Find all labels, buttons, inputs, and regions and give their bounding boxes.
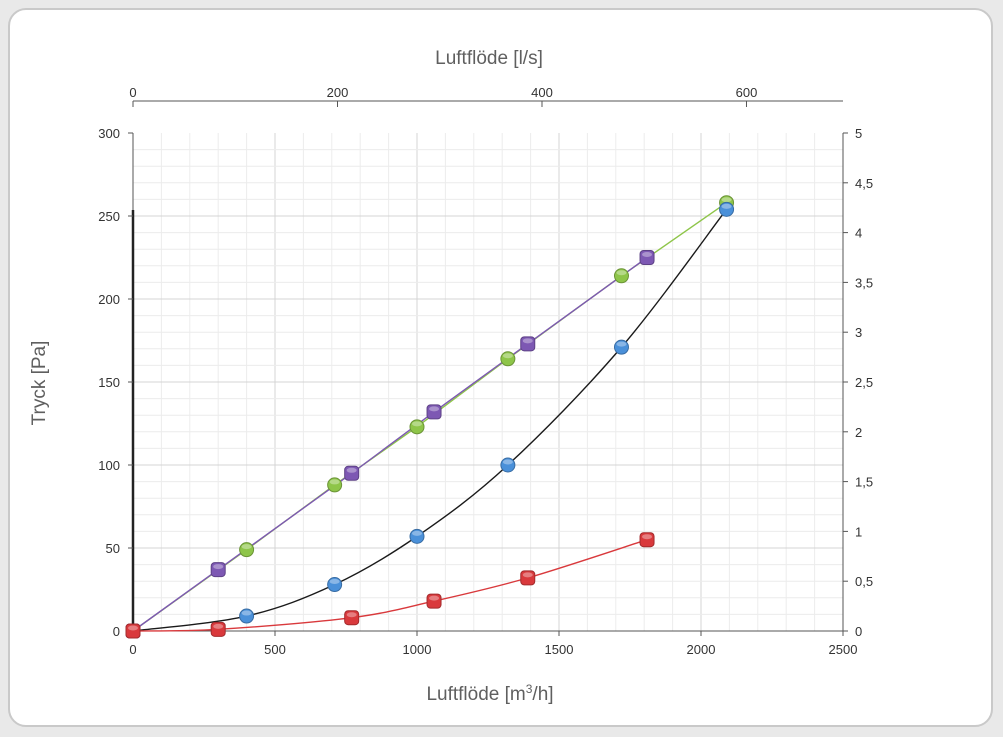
series-3-marker-highlight [346, 612, 357, 618]
series-2-marker-highlight [329, 579, 340, 585]
series-3-marker-highlight [213, 623, 224, 629]
series-0-marker-highlight [329, 479, 340, 485]
top-axis-title: Luftflöde [l/s] [435, 48, 543, 69]
y-tick-label: 300 [98, 126, 120, 141]
series-2-marker-highlight [241, 610, 252, 616]
y2-tick-label: 1 [855, 524, 862, 539]
y-tick-label: 100 [98, 458, 120, 473]
x-tick-label: 1000 [403, 642, 432, 657]
series-3-marker [639, 532, 655, 548]
series-1-marker-highlight [346, 467, 357, 473]
series-0-marker-highlight [412, 421, 422, 427]
series-2-marker-highlight [616, 341, 627, 347]
series-1-marker [344, 465, 360, 481]
series-1-marker-highlight [213, 564, 224, 570]
series-2-marker [409, 528, 425, 544]
series-3-marker-highlight [522, 572, 533, 578]
series-1-line [132, 256, 648, 632]
series-3-marker [426, 593, 442, 609]
bottom-axis-title-tail: /h] [532, 684, 553, 705]
series-3-marker [520, 570, 536, 586]
bottom-axis-title-main: Luftflöde [m [426, 684, 525, 705]
series-0-marker-highlight [502, 353, 513, 359]
x2-tick-label: 0 [129, 85, 136, 100]
series-1-marker-highlight [642, 252, 653, 257]
series-1-marker-highlight [522, 338, 533, 344]
y-tick-label: 200 [98, 292, 120, 307]
x2-tick-label: 400 [531, 85, 553, 100]
y2-tick-label: 2 [855, 425, 862, 440]
y-tick-label: 150 [98, 375, 120, 390]
chart-frame [8, 8, 993, 727]
series-2-marker-highlight [502, 459, 513, 465]
y2-tick-label: 1,5 [855, 475, 873, 490]
y-tick-label: 50 [106, 541, 120, 556]
bottom-axis-title-sup: 3 [526, 682, 533, 696]
series-2-marker [719, 201, 735, 217]
left-axis-title: Tryck [Pa] [29, 341, 50, 426]
series-3-marker-highlight [642, 534, 653, 540]
series-0-marker-highlight [241, 544, 252, 550]
series-2-marker [613, 339, 629, 355]
series-2-marker [327, 577, 343, 593]
x2-tick-label: 200 [327, 85, 349, 100]
y2-tick-label: 5 [855, 126, 862, 141]
grid [133, 133, 843, 631]
series-2-marker [500, 457, 516, 473]
y2-tick-label: 0,5 [855, 574, 873, 589]
series-2-marker-highlight [412, 530, 422, 536]
series-1-marker-highlight [429, 406, 440, 412]
x-tick-label: 500 [264, 642, 286, 657]
x-tick-label: 0 [129, 642, 136, 657]
series-0-marker [409, 419, 425, 435]
series-3-marker [344, 610, 360, 626]
x2-tick-label: 600 [736, 85, 758, 100]
y2-tick-label: 4 [855, 226, 862, 241]
series-0-marker [327, 477, 343, 493]
series-1-marker [426, 404, 442, 420]
series-3-marker [210, 621, 226, 637]
series-1-marker [639, 250, 655, 265]
y-tick-label: 0 [113, 624, 120, 639]
series-0-marker-highlight [616, 270, 627, 276]
series-2-marker [239, 608, 255, 624]
series-0-marker [500, 351, 516, 367]
bottom-axis-title: Luftflöde [m3/h] [426, 682, 553, 705]
y2-tick-label: 4,5 [855, 176, 873, 191]
series-markers [125, 195, 735, 639]
series-0-marker [613, 268, 629, 284]
series-2-marker-highlight [721, 203, 732, 209]
series-3-marker [125, 623, 141, 639]
series-0-marker [239, 542, 255, 558]
y2-tick-label: 3,5 [855, 275, 873, 290]
axes [128, 100, 848, 636]
y2-tick-label: 3 [855, 325, 862, 340]
x-tick-label: 2000 [687, 642, 716, 657]
series-1-marker [520, 336, 536, 352]
series-0-marker-highlight [721, 197, 732, 203]
x-tick-label: 1500 [545, 642, 574, 657]
y2-tick-label: 0 [855, 624, 862, 639]
x-tick-label: 2500 [829, 642, 858, 657]
y2-tick-label: 2,5 [855, 375, 873, 390]
series-1-marker [210, 562, 226, 578]
y-tick-label: 250 [98, 209, 120, 224]
series-3-marker-highlight [128, 625, 138, 631]
series-3-marker-highlight [429, 595, 440, 601]
